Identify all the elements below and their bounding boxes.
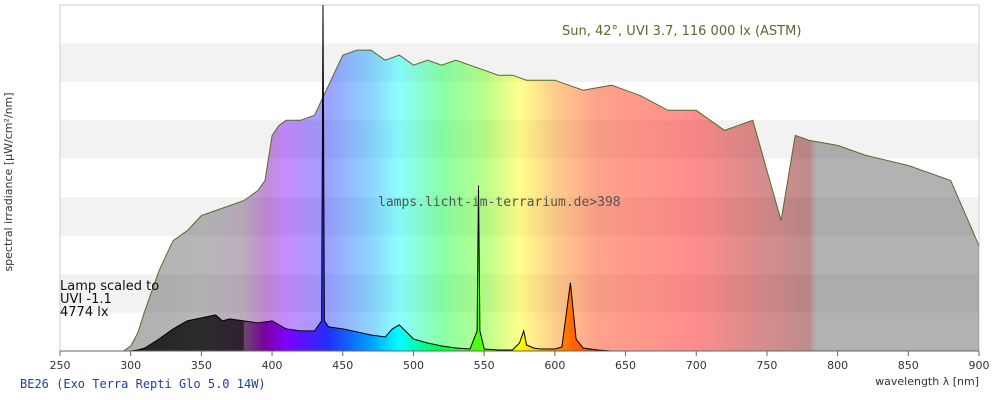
x-tick-label: 600 — [544, 359, 565, 372]
grid-band — [60, 5, 979, 44]
grid-band — [60, 43, 979, 82]
x-tick-label: 500 — [403, 359, 424, 372]
sun-spectrum-line — [123, 49, 980, 352]
x-tick-label: 900 — [969, 359, 990, 372]
x-tick-label: 700 — [686, 359, 707, 372]
x-tick-label: 850 — [898, 359, 919, 372]
lamp-label-line3: 4774 lx — [60, 305, 109, 320]
sun-label: Sun, 42°, UVI 3.7, 116 000 lx (ASTM) — [562, 24, 801, 39]
x-tick-label: 800 — [827, 359, 848, 372]
x-tick-label: 300 — [120, 359, 141, 372]
x-tick-label: 400 — [262, 359, 283, 372]
x-tick-label: 350 — [191, 359, 212, 372]
footer-caption: BE26 (Exo Terra Repti Glo 5.0 14W) — [20, 377, 266, 391]
lamp-label-line1: Lamp scaled to — [60, 279, 159, 294]
watermark: lamps.licht-im-terrarium.de>398 — [378, 195, 621, 210]
x-axis-label: wavelength λ [nm] — [875, 375, 979, 388]
x-tick-label: 550 — [474, 359, 495, 372]
y-axis-label: spectral irradiance [µW/cm²/nm] — [2, 92, 15, 271]
x-ticks: 250 300 350 400 450 500 550 600 650 700 750 800 850 9… — [50, 351, 990, 372]
x-tick-label: 250 — [50, 359, 71, 372]
lamp-spectrum-line — [60, 4, 979, 352]
x-tick-label: 450 — [332, 359, 353, 372]
lamp-label-line2: UVI -1.1 — [60, 292, 112, 307]
x-tick-label: 650 — [615, 359, 636, 372]
x-tick-label: 750 — [756, 359, 777, 372]
